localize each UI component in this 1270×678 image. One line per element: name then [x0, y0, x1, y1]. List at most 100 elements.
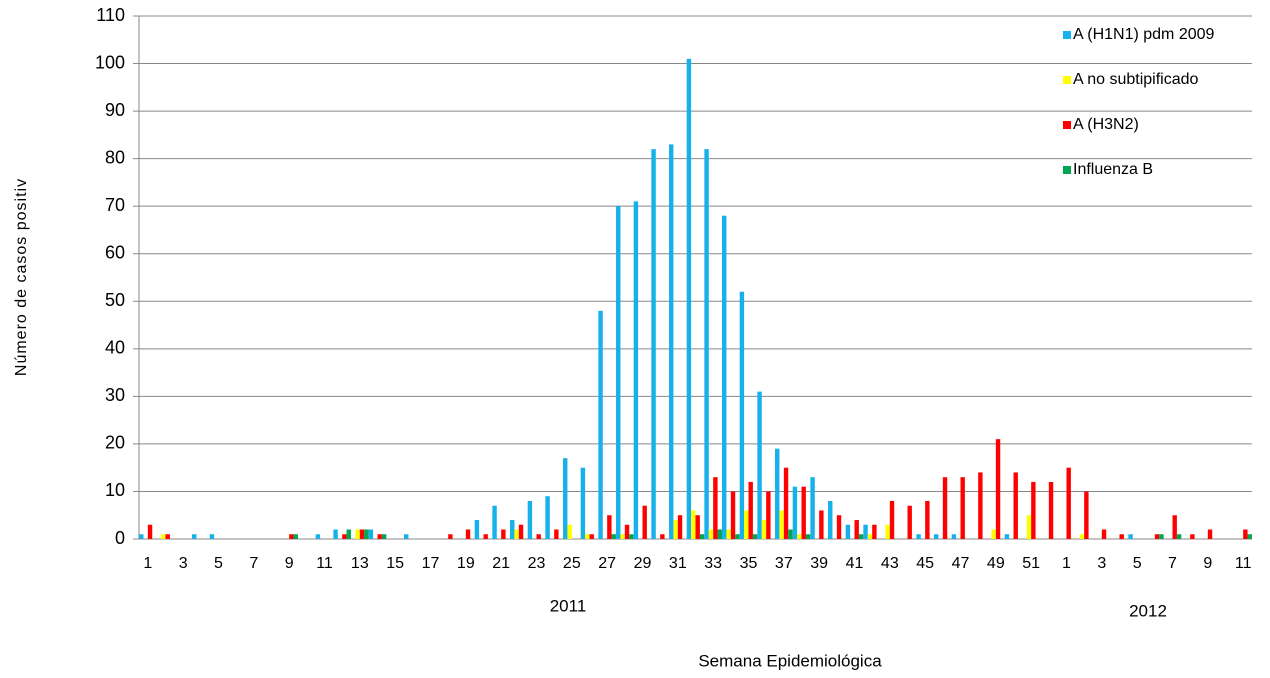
y-tick-label: 40 — [105, 338, 125, 358]
bar — [788, 529, 793, 539]
year-label: 2012 — [1129, 601, 1167, 620]
bar — [1172, 515, 1177, 539]
bar — [342, 534, 347, 539]
bar — [805, 534, 811, 539]
x-tick-label: 7 — [1168, 555, 1177, 572]
bar — [165, 534, 170, 539]
bar — [483, 534, 488, 539]
bar — [589, 534, 594, 539]
bar — [797, 534, 802, 539]
bar — [527, 500, 533, 539]
x-axis-title: Semana Epidemiológica — [698, 651, 882, 670]
bar — [368, 529, 374, 539]
bar — [293, 534, 298, 539]
bar — [616, 206, 621, 539]
bar — [757, 391, 762, 539]
bar — [518, 524, 524, 539]
legend-swatch — [1063, 76, 1071, 84]
bar — [514, 529, 519, 539]
bar — [991, 529, 996, 539]
x-tick-label: 3 — [179, 555, 188, 572]
bar — [686, 58, 692, 540]
x-tick-label: 9 — [1203, 555, 1212, 572]
bar — [1084, 491, 1089, 539]
bar — [585, 534, 590, 539]
bar — [792, 486, 798, 539]
bar — [752, 534, 758, 539]
bar — [510, 519, 515, 539]
bar — [355, 529, 360, 539]
bar — [139, 534, 144, 539]
bar — [925, 500, 930, 539]
x-tick-label: 5 — [1133, 555, 1142, 572]
y-tick-label: 20 — [105, 433, 125, 453]
bar — [448, 534, 453, 539]
x-tick-label: 45 — [916, 555, 934, 572]
x-tick-label: 23 — [528, 555, 546, 572]
bar — [863, 524, 868, 539]
bar — [669, 144, 674, 539]
bar — [642, 505, 647, 539]
bar — [717, 529, 722, 539]
bar — [1004, 534, 1010, 539]
x-tick-label: 31 — [669, 555, 687, 572]
bar — [209, 534, 215, 539]
legend-swatch — [1063, 121, 1071, 129]
bar — [889, 500, 895, 539]
y-tick-label: 70 — [105, 195, 125, 215]
year-label: 2011 — [550, 596, 587, 615]
bar — [474, 519, 480, 539]
legend-swatch — [1063, 31, 1071, 39]
bar — [633, 201, 639, 539]
bar — [346, 529, 351, 539]
bar — [845, 524, 851, 539]
bar — [1128, 534, 1133, 539]
x-tick-label: 11 — [316, 555, 333, 572]
x-tick-label: 35 — [740, 555, 758, 572]
bar — [995, 439, 1001, 539]
y-tick-label: 30 — [105, 385, 125, 405]
bar — [1154, 534, 1160, 539]
bar — [607, 515, 612, 539]
x-tick-label: 47 — [952, 555, 970, 572]
legend-swatch — [1063, 166, 1071, 174]
bar — [611, 534, 616, 539]
legend-label: A (H3N2) — [1073, 116, 1139, 133]
x-tick-label: 29 — [634, 555, 652, 572]
bar — [161, 534, 166, 539]
x-tick-label: 11 — [1235, 555, 1252, 572]
bar — [624, 524, 630, 539]
bar — [695, 515, 700, 539]
bar — [775, 448, 780, 539]
bar — [1026, 515, 1032, 539]
bar — [1048, 481, 1054, 539]
x-tick-label: 9 — [285, 555, 294, 572]
x-tick-label: 37 — [775, 555, 793, 572]
bar — [783, 467, 789, 539]
bar — [660, 534, 665, 539]
x-tick-label: 7 — [249, 555, 258, 572]
bar — [377, 534, 382, 539]
legend-label: Influenza B — [1073, 161, 1153, 178]
bar — [708, 529, 714, 539]
bar — [942, 477, 948, 539]
bar — [960, 477, 965, 539]
x-tick-label: 49 — [987, 555, 1005, 572]
y-tick-label: 10 — [105, 480, 125, 500]
bar — [677, 515, 683, 539]
x-tick-label: 13 — [351, 555, 369, 572]
bar — [673, 519, 678, 539]
bar — [907, 505, 912, 539]
bar — [651, 149, 656, 540]
bar — [554, 529, 559, 539]
bar — [867, 534, 873, 539]
bar — [147, 524, 153, 539]
x-tick-label: 51 — [1022, 555, 1040, 572]
x-tick-label: 21 — [492, 555, 510, 572]
bar — [580, 467, 586, 539]
bar — [1079, 534, 1085, 539]
y-axis-title: Número de casos positiv — [13, 178, 30, 376]
bar — [766, 491, 771, 539]
x-tick-label: 1 — [143, 555, 152, 572]
